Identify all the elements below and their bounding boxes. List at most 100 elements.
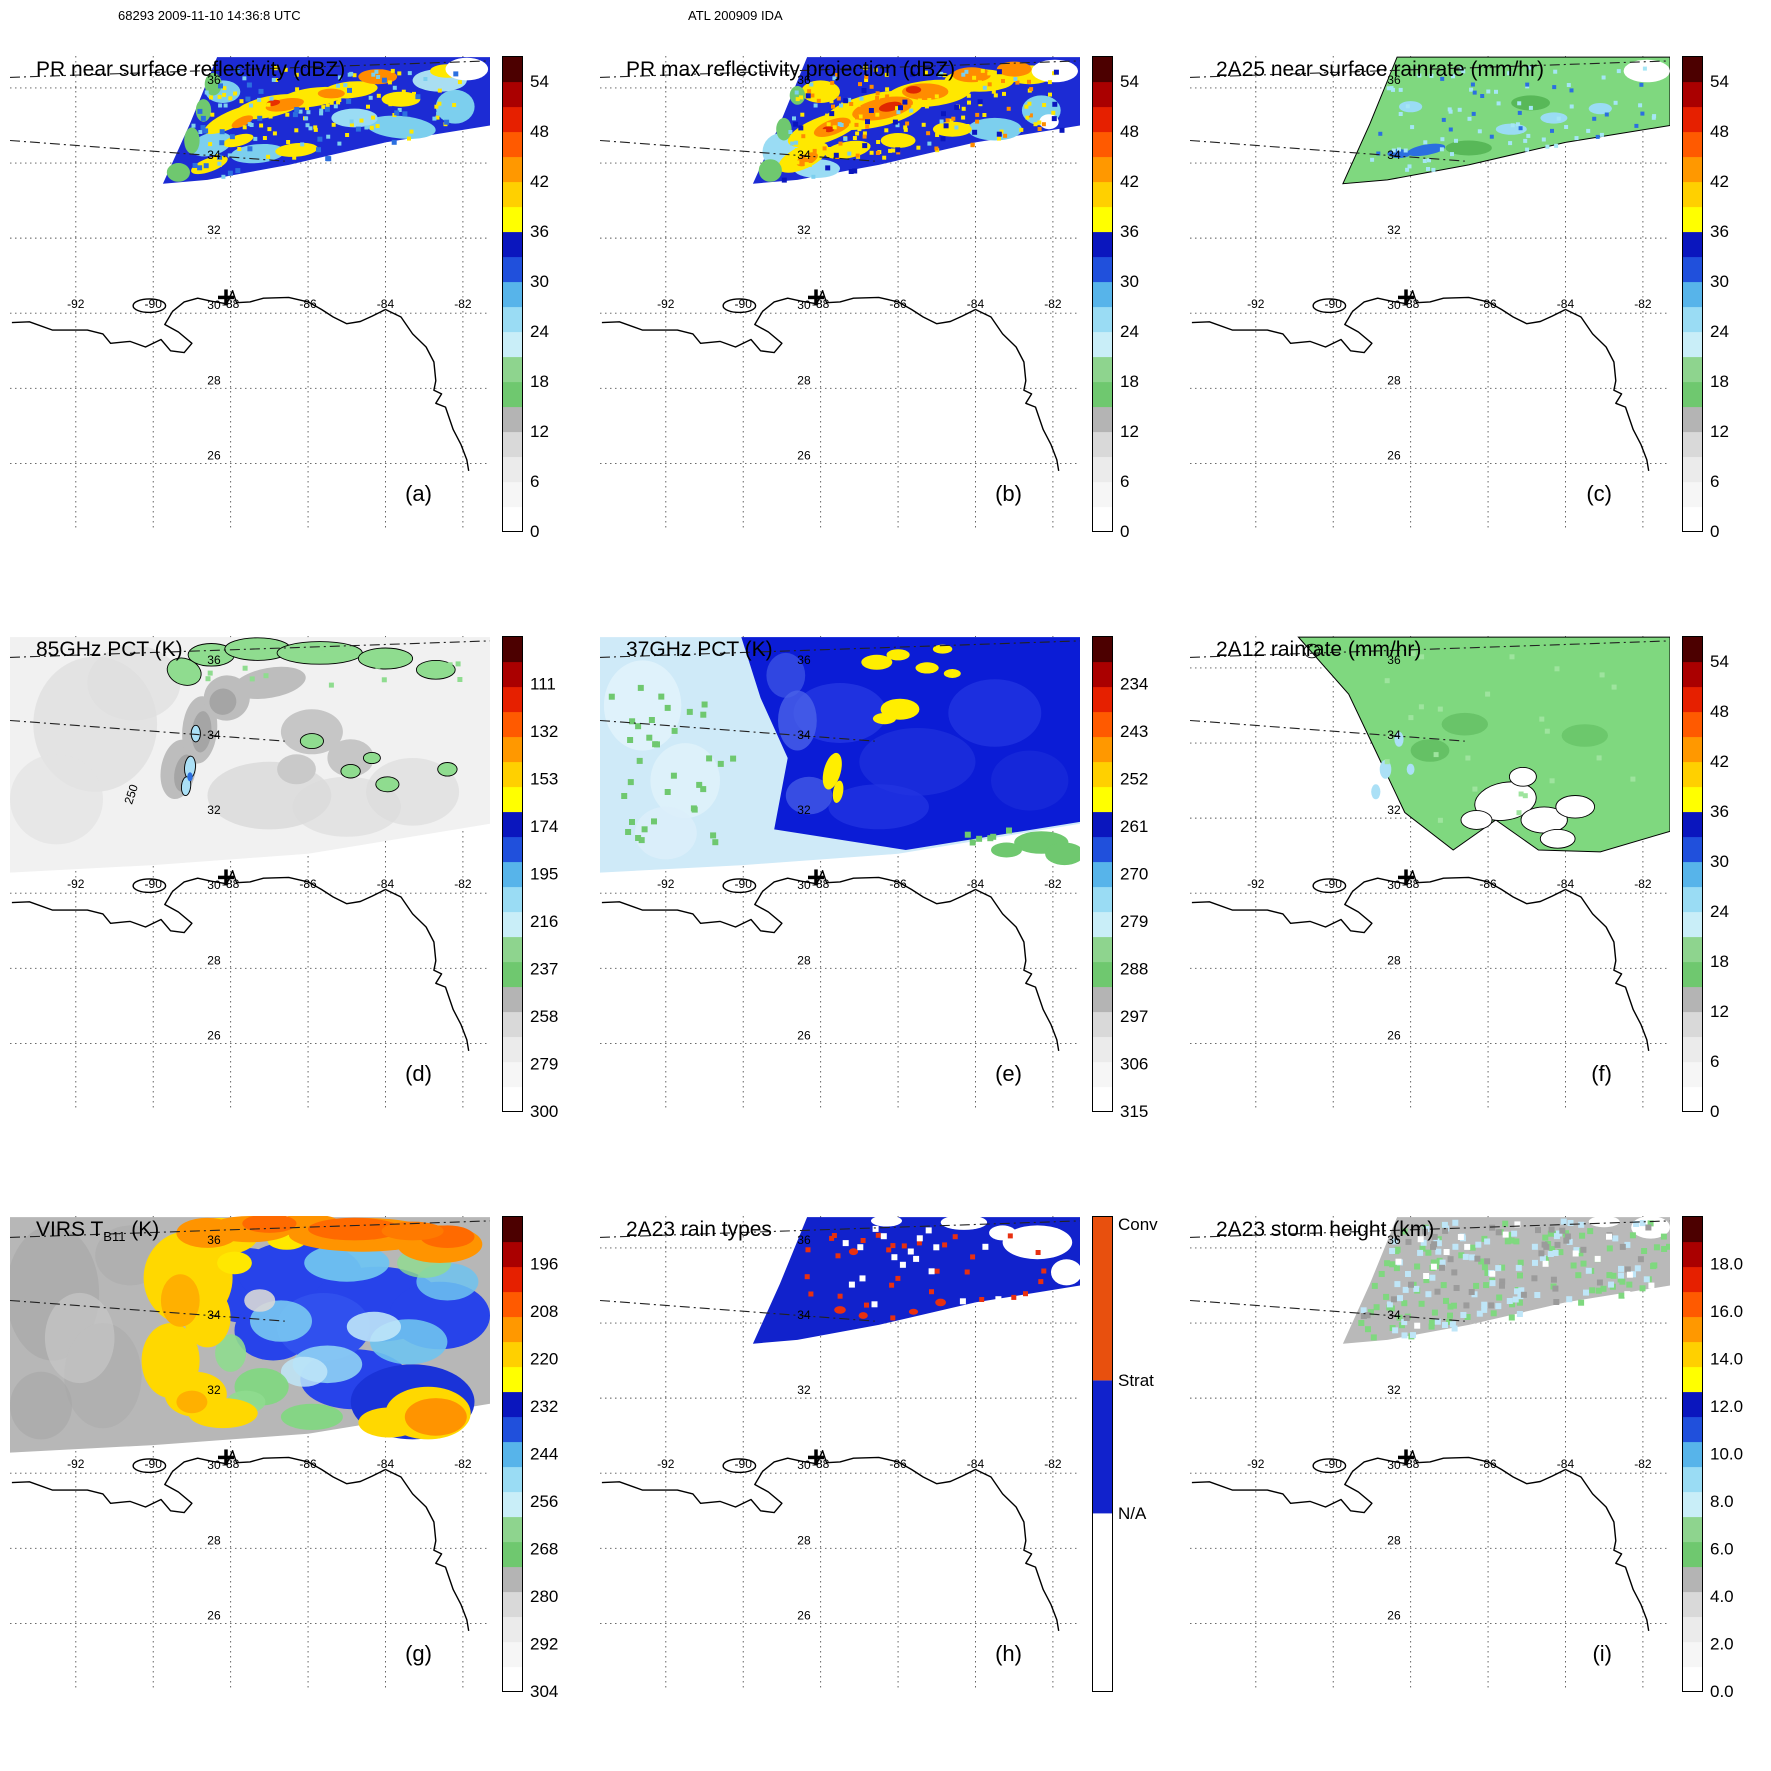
svg-text:54: 54: [1710, 72, 1729, 91]
svg-text:42: 42: [1120, 172, 1139, 191]
svg-text:-82: -82: [1634, 297, 1652, 311]
svg-text:-84: -84: [377, 1457, 395, 1471]
svg-text:30: 30: [797, 298, 811, 312]
svg-text:220: 220: [530, 1350, 558, 1369]
svg-text:24: 24: [530, 322, 549, 341]
panel-b-map-area: -92 -90 -88 -86 -84 -82 26 28 30 32 34 36 PR max re…: [600, 56, 1080, 531]
svg-text:34: 34: [797, 728, 811, 742]
svg-text:30: 30: [530, 272, 549, 291]
svg-text:-90: -90: [145, 877, 163, 891]
svg-text:12: 12: [1710, 422, 1729, 441]
svg-text:36: 36: [207, 1233, 221, 1247]
svg-text:36: 36: [1710, 802, 1729, 821]
svg-text:34: 34: [797, 1308, 811, 1322]
svg-text:-90: -90: [1325, 1457, 1343, 1471]
svg-text:12.0: 12.0: [1710, 1397, 1743, 1416]
svg-text:16.0: 16.0: [1710, 1302, 1743, 1321]
svg-text:0: 0: [530, 522, 539, 541]
panel-i-map: -92 -90 -88 -86 -84 -82 26 28 30 32 34 36: [1190, 1216, 1670, 1691]
svg-text:28: 28: [797, 953, 811, 967]
svg-text:36: 36: [530, 222, 549, 241]
svg-text:36: 36: [1387, 653, 1401, 667]
svg-text:304: 304: [530, 1682, 558, 1701]
svg-text:30: 30: [1120, 272, 1139, 291]
svg-text:30: 30: [207, 878, 221, 892]
svg-text:32: 32: [1387, 803, 1401, 817]
svg-text:32: 32: [1387, 223, 1401, 237]
panel-e-tag: (e): [995, 1061, 1022, 1086]
svg-text:32: 32: [1387, 1383, 1401, 1397]
svg-text:28: 28: [1387, 373, 1401, 387]
panel-c: -92 -90 -88 -86 -84 -82 26 28 30 32 34 36 2A25 near…: [1180, 30, 1770, 610]
svg-text:-92: -92: [1247, 877, 1265, 891]
svg-text:-90: -90: [735, 1457, 753, 1471]
svg-text:36: 36: [1387, 73, 1401, 87]
svg-text:-90: -90: [145, 297, 163, 311]
panel-c-map-area: -92 -90 -88 -86 -84 -82 26 28 30 32 34 36 2A25 near…: [1190, 56, 1670, 531]
svg-text:6: 6: [530, 472, 539, 491]
svg-text:28: 28: [1387, 953, 1401, 967]
panel-a-title: PR near surface reflectivity (dBZ): [36, 58, 346, 81]
svg-text:-88: -88: [812, 1457, 830, 1471]
svg-text:26: 26: [207, 448, 221, 462]
svg-text:48: 48: [1710, 702, 1729, 721]
svg-text:-84: -84: [1557, 297, 1575, 311]
panel-g-tag: (g): [405, 1641, 432, 1666]
panel-b-map: -92 -90 -88 -86 -84 -82 26 28 30 32 34 36: [600, 56, 1080, 531]
svg-text:34: 34: [797, 148, 811, 162]
panel-h: -92 -90 -88 -86 -84 -82 26 28 30 32 34 36 2A23 rain…: [590, 1190, 1180, 1770]
panel-d-map-area: -92 -90 -88 -86 -84 -82 26 28 30 32 34 36 250 85GHz …: [10, 636, 490, 1111]
svg-text:111: 111: [530, 675, 556, 694]
svg-text:-86: -86: [299, 1457, 317, 1471]
svg-text:-88: -88: [1402, 877, 1420, 891]
svg-text:-88: -88: [812, 877, 830, 891]
svg-text:6: 6: [1710, 1052, 1719, 1071]
panel-b-title: PR max reflectivity projection (dBZ): [626, 58, 956, 81]
svg-text:Strat: Strat: [1118, 1371, 1154, 1390]
svg-text:196: 196: [530, 1255, 558, 1274]
svg-text:54: 54: [1120, 72, 1139, 91]
svg-text:30: 30: [1387, 1458, 1401, 1472]
svg-text:48: 48: [530, 122, 549, 141]
svg-text:-86: -86: [1479, 1457, 1497, 1471]
svg-text:12: 12: [530, 422, 549, 441]
svg-text:-84: -84: [967, 297, 985, 311]
svg-text:26: 26: [797, 1028, 811, 1042]
svg-text:18: 18: [1710, 952, 1729, 971]
panel-g-colorbar: 304 292 280 268 256 244 232 220 208 196: [502, 1216, 558, 1701]
svg-text:-82: -82: [454, 297, 472, 311]
svg-text:30: 30: [207, 298, 221, 312]
svg-text:42: 42: [1710, 752, 1729, 771]
panel-g: -92 -90 -88 -86 -84 -82 26 28 30 32 34 36 VIRS TB11…: [0, 1190, 590, 1770]
svg-text:256: 256: [530, 1492, 558, 1511]
panel-i-title: 2A23 storm height (km): [1216, 1218, 1435, 1241]
svg-text:6: 6: [1120, 472, 1129, 491]
svg-text:-92: -92: [1247, 297, 1265, 311]
svg-text:-88: -88: [222, 297, 240, 311]
panel-d-tag: (d): [405, 1061, 432, 1086]
panel-b-colorbar: 0 6 12 18 24 30 36 42 48 54: [1092, 56, 1139, 541]
panel-b-tag: (b): [995, 481, 1022, 506]
panel-h-map-area: -92 -90 -88 -86 -84 -82 26 28 30 32 34 36 2A23 rain…: [600, 1216, 1080, 1691]
svg-text:18: 18: [1710, 372, 1729, 391]
svg-text:28: 28: [207, 953, 221, 967]
panel-h-map: -92 -90 -88 -86 -84 -82 26 28 30 32 34 36: [600, 1216, 1080, 1691]
panel-g-map-area: -92 -90 -88 -86 -84 -82 26 28 30 32 34 36 VIRS TB11…: [10, 1216, 490, 1691]
svg-text:0: 0: [1120, 522, 1129, 541]
svg-text:0: 0: [1710, 1102, 1719, 1121]
svg-text:-92: -92: [67, 1457, 85, 1471]
svg-text:-84: -84: [967, 1457, 985, 1471]
svg-text:297: 297: [1120, 1007, 1148, 1026]
svg-text:195: 195: [530, 865, 558, 884]
svg-text:6: 6: [1710, 472, 1719, 491]
svg-text:N/A: N/A: [1118, 1504, 1147, 1523]
panel-h-colorbar: N/A Strat Conv: [1092, 1215, 1158, 1692]
svg-text:34: 34: [1387, 728, 1401, 742]
svg-text:36: 36: [797, 1233, 811, 1247]
panel-f-title: 2A12 rainrate (mm/hr): [1216, 638, 1422, 661]
storm-name-header: ATL 200909 IDA: [688, 8, 783, 23]
svg-text:250: 250: [121, 782, 141, 806]
svg-text:54: 54: [1710, 652, 1729, 671]
svg-text:30: 30: [1710, 852, 1729, 871]
